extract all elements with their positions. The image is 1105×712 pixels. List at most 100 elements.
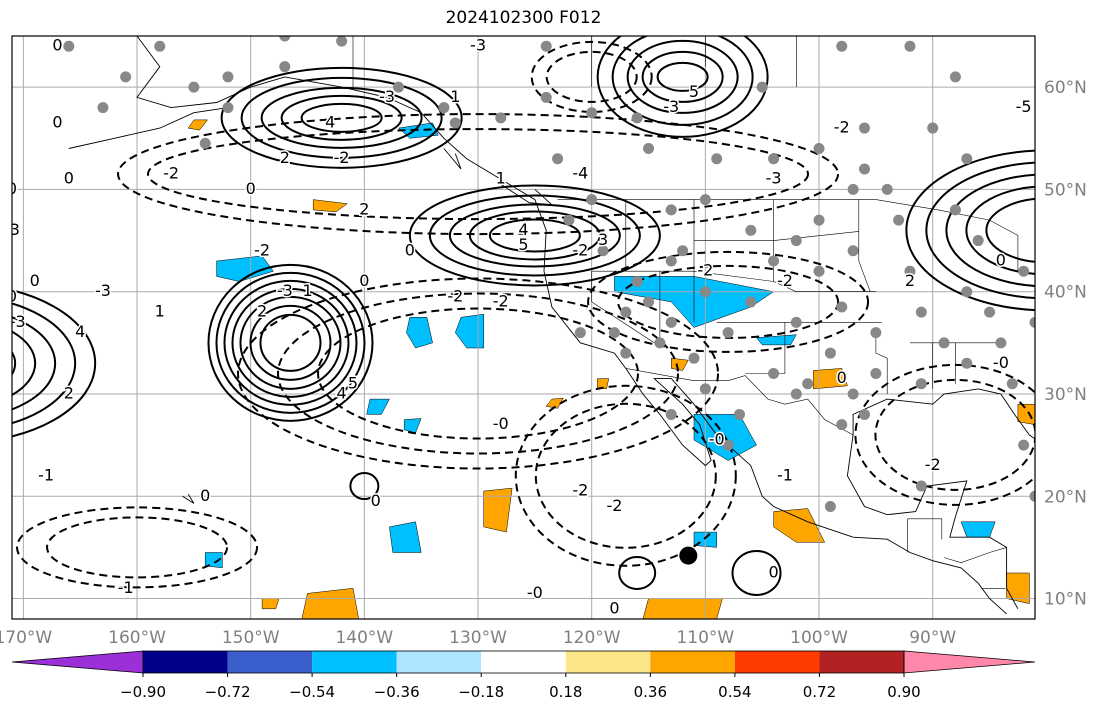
station-marker xyxy=(97,102,109,114)
negative-contour xyxy=(46,516,229,579)
contour-label: 0 xyxy=(30,271,40,290)
positive-contour xyxy=(280,94,403,141)
shaded-patch xyxy=(545,397,564,409)
shaded-patch xyxy=(187,119,209,131)
contour-label: -2 xyxy=(493,291,509,310)
shaded-patch xyxy=(597,378,610,390)
station-marker xyxy=(392,81,404,93)
contour-label: 4 xyxy=(518,220,528,239)
contour-label: -3 xyxy=(10,312,26,331)
contour-label: -2 xyxy=(572,240,588,259)
positive-contour xyxy=(220,66,463,169)
positive-contour xyxy=(12,330,37,397)
station-marker xyxy=(813,265,825,277)
station-marker xyxy=(824,347,836,359)
coastline xyxy=(443,148,462,170)
positive-contour xyxy=(618,555,657,590)
shaded-patch xyxy=(216,255,274,282)
contour-label: 1 xyxy=(155,302,165,321)
positive-contour xyxy=(641,50,724,103)
positive-contour xyxy=(596,36,769,138)
station-marker xyxy=(733,408,745,420)
shaded-patch xyxy=(204,552,223,569)
shaded-patch xyxy=(813,368,848,390)
contour-label: -2 xyxy=(925,455,941,474)
station-marker xyxy=(665,408,677,420)
station-marker xyxy=(154,40,166,52)
lat-tick-label: 40°N xyxy=(1044,283,1087,303)
contour-label: 0 xyxy=(52,36,62,55)
station-marker xyxy=(904,40,916,52)
station-marker xyxy=(563,214,575,226)
contour-label: -2 xyxy=(697,261,713,280)
station-marker xyxy=(836,419,848,431)
positive-contour xyxy=(215,271,366,414)
contour-label: 0 xyxy=(609,598,619,617)
station-marker xyxy=(961,286,973,298)
contour-label: 5 xyxy=(348,373,358,392)
positive-contour xyxy=(239,295,342,390)
contour-label: -0 xyxy=(993,353,1009,372)
station-marker xyxy=(915,480,927,492)
station-marker xyxy=(995,337,1007,349)
station-marker xyxy=(188,81,200,93)
station-marker xyxy=(63,40,75,52)
station-marker xyxy=(949,71,961,83)
shaded-patch xyxy=(756,334,797,346)
contour-label: 4 xyxy=(337,383,347,402)
coastline xyxy=(852,378,1035,440)
contour-label: 0 xyxy=(64,169,74,188)
contour-label: -2 xyxy=(254,240,270,259)
contour-label: 2 xyxy=(359,199,369,218)
positive-contour xyxy=(925,161,1035,300)
negative-contour xyxy=(587,250,870,353)
political-border xyxy=(625,368,854,436)
contour-label: -2 xyxy=(834,118,850,137)
positive-contour xyxy=(207,263,374,422)
station-marker xyxy=(711,153,723,165)
station-marker xyxy=(620,347,632,359)
station-marker xyxy=(540,40,552,52)
contour-label: 0 xyxy=(405,240,415,259)
shaded-patch xyxy=(483,487,513,533)
contour-label: 1 xyxy=(450,87,460,106)
negative-contour xyxy=(534,402,717,549)
station-marker xyxy=(768,368,780,380)
positive-contour xyxy=(249,304,332,381)
contour-label: 0 xyxy=(768,562,778,581)
contour-label: -2 xyxy=(606,496,622,515)
station-marker xyxy=(665,204,677,216)
positive-contour xyxy=(349,472,380,501)
shaded-patch xyxy=(1017,403,1035,425)
contour-label: 0 xyxy=(246,179,256,198)
station-marker xyxy=(836,301,848,313)
shaded-patch xyxy=(301,588,359,619)
station-marker xyxy=(984,306,996,318)
station-marker xyxy=(540,91,552,103)
map-title: 2024102300 F012 xyxy=(445,8,602,28)
positive-contour xyxy=(428,194,641,277)
contour-label: -1 xyxy=(777,465,793,484)
station-marker xyxy=(870,368,882,380)
station-marker xyxy=(699,383,711,395)
station-marker xyxy=(199,137,211,149)
lon-tick-label: 160°W xyxy=(108,628,166,648)
station-marker xyxy=(688,352,700,364)
contour-label: 1 xyxy=(496,169,506,188)
station-marker xyxy=(790,388,802,400)
station-marker xyxy=(631,275,643,287)
positive-contour xyxy=(905,149,1035,312)
political-border xyxy=(694,231,859,241)
shaded-patch xyxy=(403,418,422,434)
positive-contour xyxy=(240,76,443,159)
station-marker xyxy=(972,235,984,247)
political-border xyxy=(944,547,1007,564)
station-marker xyxy=(608,327,620,339)
contour-label: -0 xyxy=(709,430,725,449)
station-marker xyxy=(938,337,950,349)
shaded-patch xyxy=(960,521,996,538)
contour-label: -2 xyxy=(163,164,179,183)
negative-contour xyxy=(317,307,640,440)
lon-tick-label: 170°W xyxy=(0,628,52,648)
shaded-patch xyxy=(389,521,422,553)
